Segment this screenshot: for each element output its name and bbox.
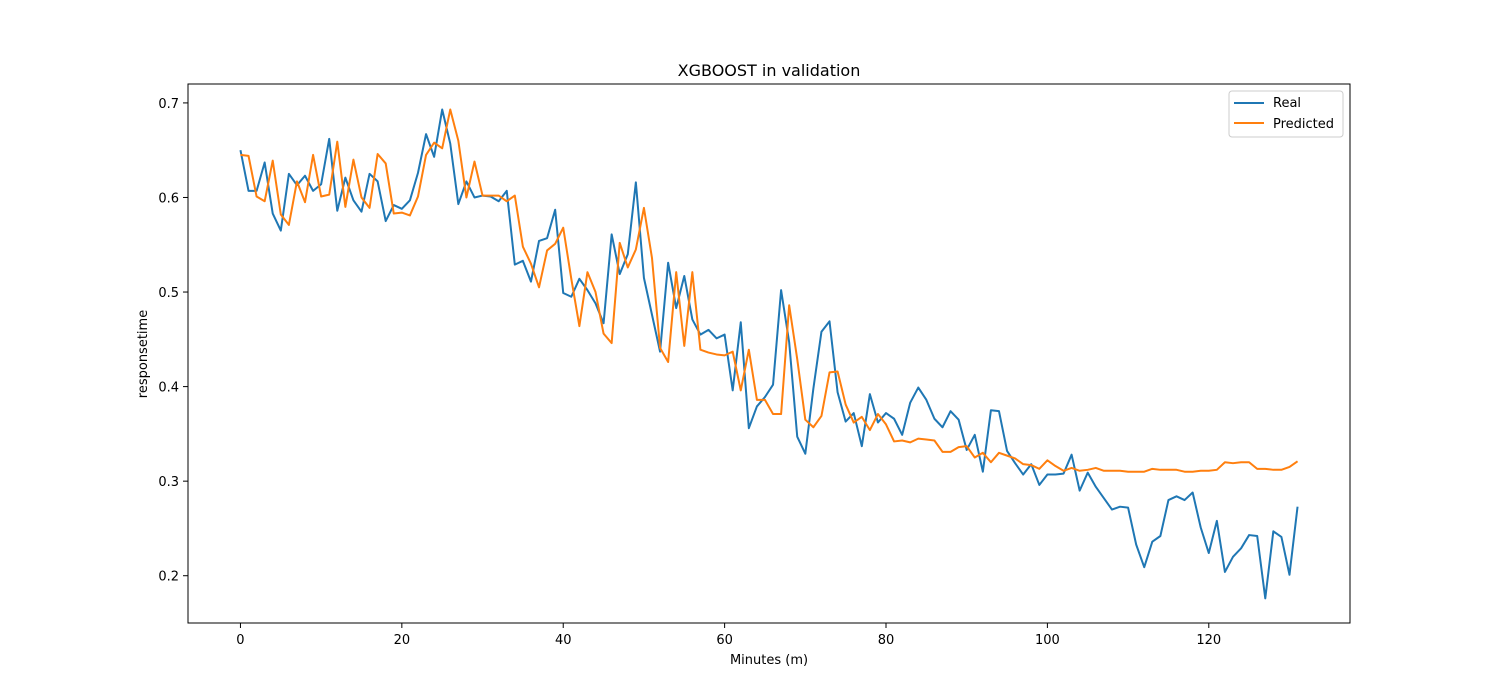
y-tick-label: 0.5 [158,286,179,301]
plot-frame [187,83,1351,624]
y-axis: 0.2 0.3 0.4 0.5 0.6 0.7 [158,97,188,585]
legend-label-real: Real [1273,96,1301,111]
series-line-predicted [240,108,1299,473]
y-axis-label: responsetime [136,310,151,398]
y-tick-label: 0.2 [158,570,179,585]
x-tick-label: 40 [555,633,572,648]
series-layer [239,108,1299,600]
x-tick-label: 100 [1035,633,1060,648]
x-tick-label: 80 [878,633,895,648]
y-tick-label: 0.4 [158,381,179,396]
y-tick-label: 0.3 [158,475,179,490]
x-axis: 0 20 40 60 80 100 120 [236,623,1221,648]
x-tick-label: 20 [394,633,411,648]
y-tick-label: 0.6 [158,191,179,206]
legend: Real Predicted [1228,90,1344,138]
legend-label-predicted: Predicted [1273,117,1334,132]
x-tick-label: 120 [1196,633,1221,648]
chart-title: XGBOOST in validation [678,61,861,80]
x-axis-label: Minutes (m) [730,653,808,668]
x-tick-label: 0 [236,633,244,648]
x-tick-label: 60 [716,633,733,648]
series-line-real [239,108,1299,600]
y-tick-label: 0.7 [158,97,179,112]
